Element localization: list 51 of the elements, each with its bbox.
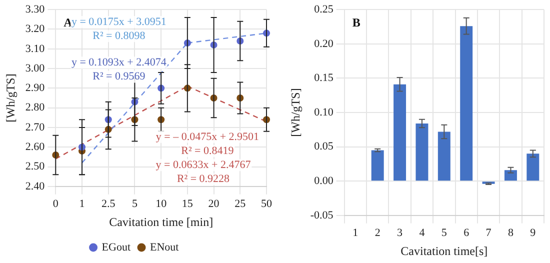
text: B: [352, 16, 360, 30]
x-tick-label: 8: [508, 226, 514, 239]
y-tick-label: 0.05: [314, 140, 334, 153]
x-tick-label: 1: [79, 198, 85, 210]
y-tick-label: 3.30: [25, 3, 46, 16]
y-tick-label: 0.25: [314, 3, 334, 16]
y-tick-label: 0.15: [314, 72, 334, 84]
x-tick-label: 9: [530, 226, 536, 239]
annotation: R² = 0.8098: [92, 30, 146, 42]
x-tick-label: 6: [464, 226, 470, 239]
x-tick-label: 0: [52, 198, 59, 210]
y-tick-label: 2.70: [25, 121, 46, 134]
annotation: R² = 0.9228: [176, 173, 230, 186]
x-tick-label: 7: [486, 226, 492, 239]
y-tick-label: -0.05: [310, 209, 334, 222]
annotation: y = 0.0633x + 2.4767: [156, 159, 252, 172]
x-tick-label: 3: [397, 226, 404, 239]
y-tick-label: 2.60: [25, 141, 46, 153]
y-tick-label: 3.00: [25, 62, 46, 74]
y-tick-label: 3.10: [25, 42, 46, 55]
y-tick-label: 2.50: [25, 160, 46, 173]
x-tick-label: 1: [352, 226, 358, 239]
x-axis-title: Cavitation time [min]: [109, 214, 214, 229]
annotation: y = 0.0175x + 3.0951: [71, 16, 166, 28]
x-tick-label: 5: [441, 226, 448, 239]
x-tick-label: 4: [419, 226, 426, 239]
annotation: R² = 0.8419: [181, 144, 234, 157]
y-tick-label: 0.20: [314, 38, 334, 50]
y-tick-label: 3.20: [25, 23, 46, 36]
y-axis-title: [Wh/gTS]: [3, 74, 18, 122]
y-tick-label: 0.10: [314, 106, 334, 118]
x-axis-title: Cavitation time[s]: [400, 244, 488, 258]
x-tick-label: 20: [208, 198, 220, 210]
y-tick-label: 0.00: [314, 174, 334, 187]
annotation: R² = 0.9569: [92, 70, 146, 83]
x-tick-label: 10: [156, 198, 168, 210]
legend-label: ENout: [150, 241, 179, 254]
legend-label: EGout: [102, 241, 131, 254]
y-axis-title: [Wh/gTS]: [288, 88, 302, 137]
x-tick-label: 5: [132, 198, 138, 210]
y-tick-label: 2.40: [25, 180, 46, 192]
x-tick-label: 25: [234, 198, 246, 210]
annotation: y = 0.1093x + 2.4074: [71, 56, 167, 69]
text: A: [64, 16, 73, 30]
y-tick-label: 2.80: [25, 102, 46, 114]
x-tick-label: 2: [374, 226, 380, 239]
y-tick-label: 2.90: [25, 82, 46, 94]
annotation: y = – 0.0475x + 2.9501: [156, 130, 260, 143]
x-tick-label: 2.5: [101, 198, 116, 210]
x-tick-label: 15: [182, 198, 194, 210]
x-tick-label: 50: [261, 198, 272, 210]
